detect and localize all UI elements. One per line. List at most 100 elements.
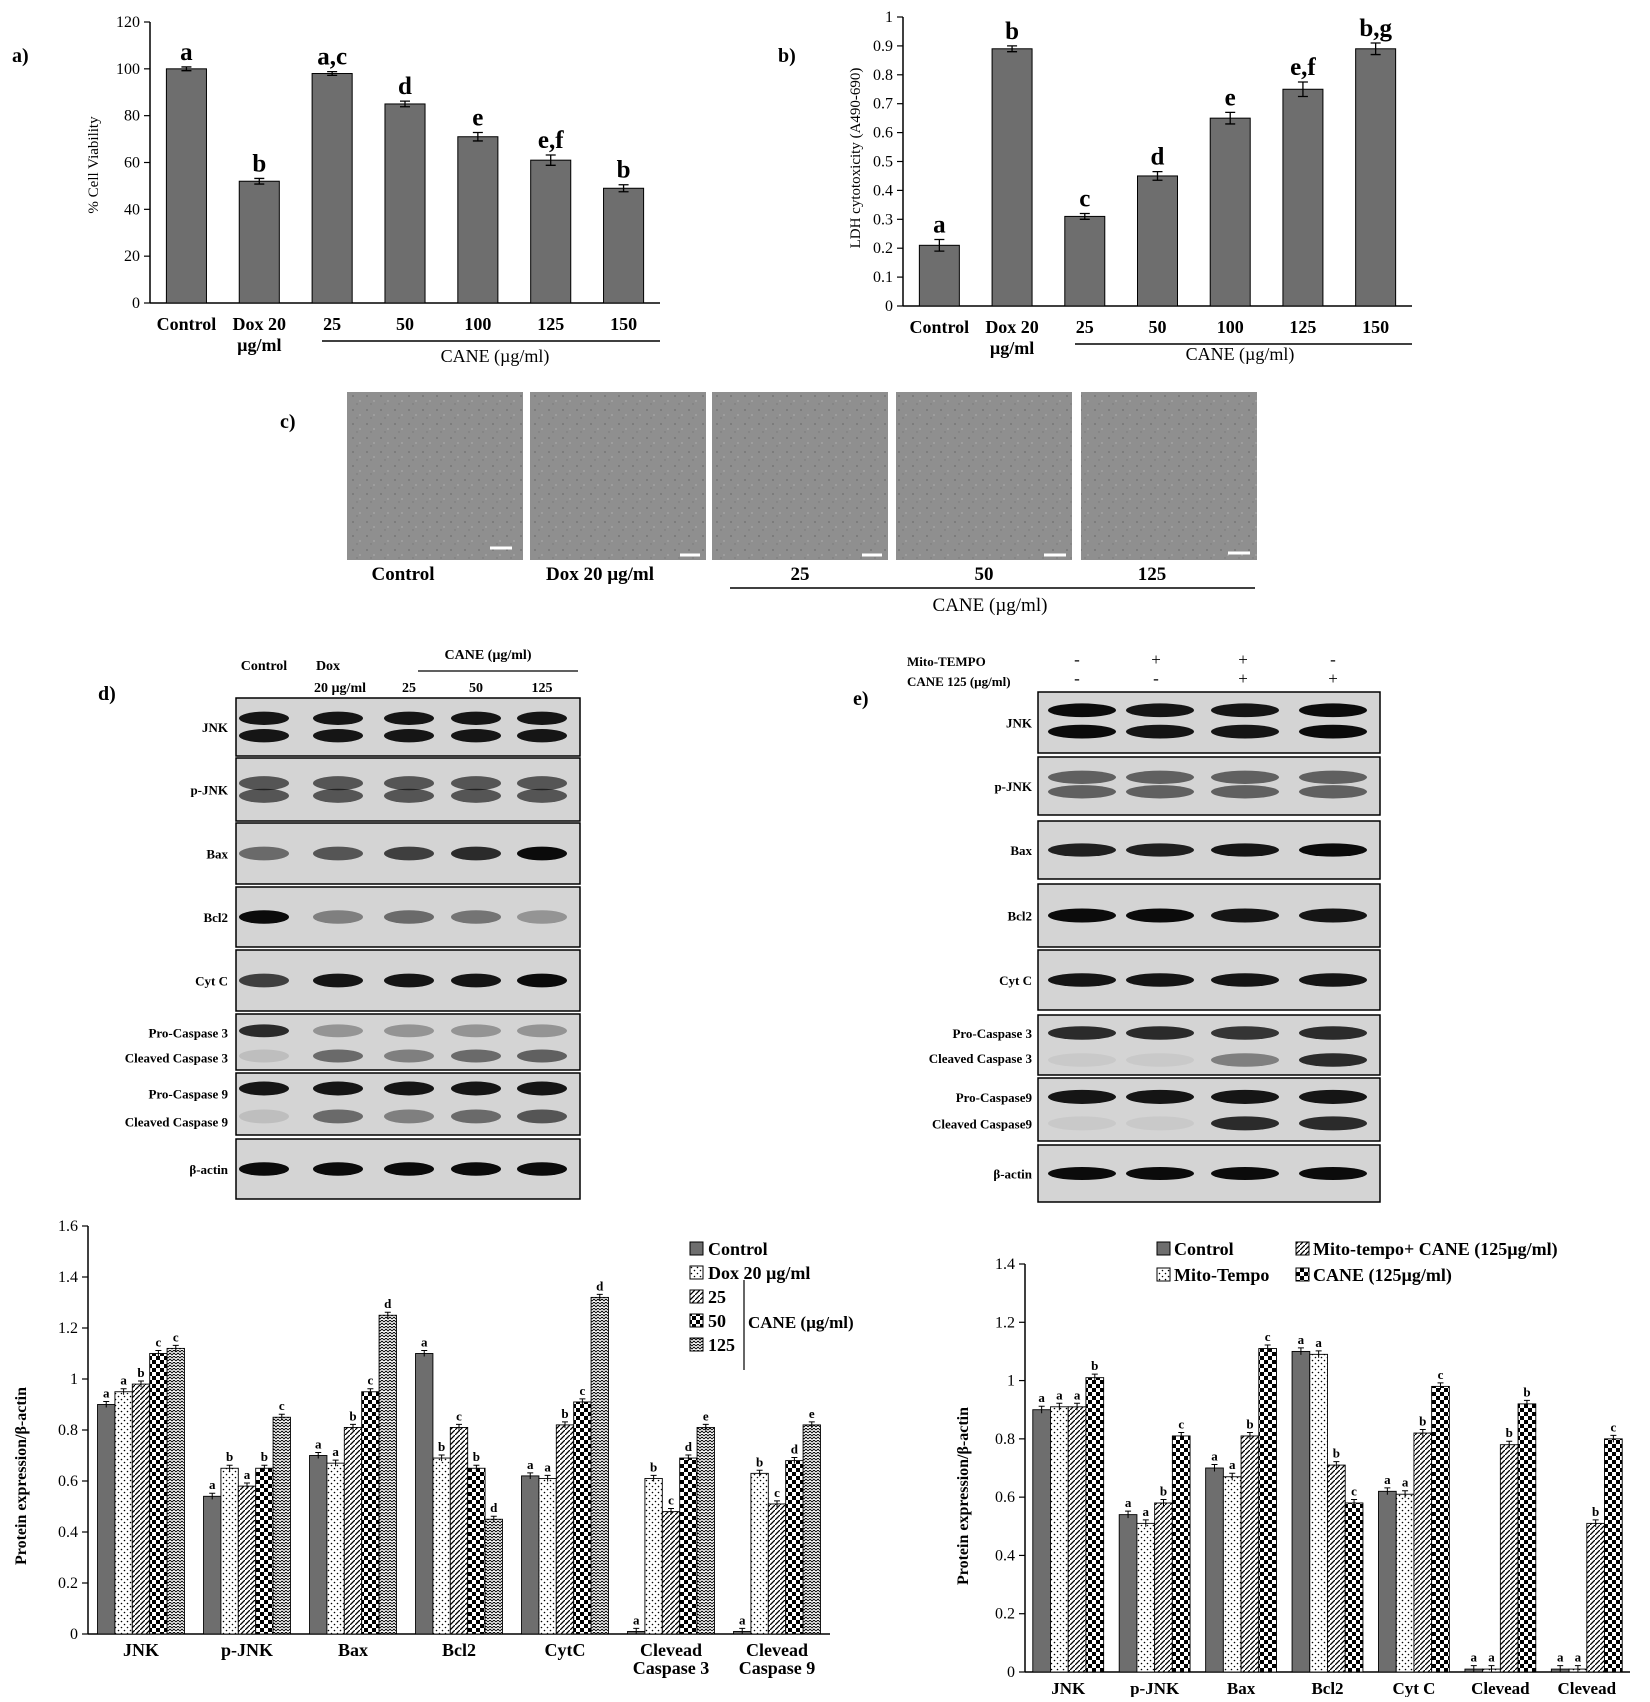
blot-d-band — [517, 846, 567, 861]
chart-b-letter: a — [933, 212, 946, 239]
chart-e-letter: c — [1265, 1329, 1271, 1344]
chart-d-bar — [97, 1404, 116, 1635]
chart-b: 0 0.1 0.2 0.3 0.4 0.5 0.6 0.7 0.8 0.9 1 a Control b Do… — [873, 9, 1412, 358]
blot-e-band — [1048, 1026, 1116, 1040]
chart-d-bar — [538, 1477, 557, 1635]
chart-a-ytick-label: 40 — [124, 201, 140, 218]
blot-d-row-label: Cleaved Caspase 9 — [125, 1114, 229, 1129]
chart-d-error-bar — [668, 1508, 674, 1515]
blot-e-band — [1048, 703, 1116, 718]
chart-d-letter: a — [244, 1467, 251, 1482]
chart-e-bar — [1344, 1502, 1364, 1673]
chart-e-error-bar — [1610, 1434, 1617, 1443]
chart-b-xtick-label: 150 — [1362, 317, 1389, 337]
chart-d-bar — [114, 1391, 133, 1635]
chart-b-ytick-label: 0.5 — [873, 154, 893, 171]
blot-e-band — [1126, 770, 1194, 784]
blot-d-band — [384, 1162, 434, 1176]
chart-e-xtick-label: Clevead — [1471, 1679, 1530, 1697]
chart-d-error-bar — [739, 1627, 746, 1634]
blot-e-sign-cane: - — [1153, 669, 1159, 688]
chart-d-error-bar — [155, 1349, 162, 1357]
chart-d-ytick-label: 0 — [70, 1626, 78, 1643]
blot-d-band — [517, 910, 567, 924]
chart-b-bar — [991, 48, 1033, 307]
blot-d-lane-dox-conc: 20 µg/ml — [314, 681, 366, 696]
panel-c-label: c) — [280, 411, 296, 433]
chart-b-error-bar — [1079, 212, 1090, 220]
chart-d-letter: a — [739, 1612, 746, 1627]
micrograph-label-dox: Dox 20 µg/ml — [546, 564, 654, 585]
chart-d-error-bar — [332, 1459, 339, 1467]
western-blot-d: JNK p-JNK Bax Bcl2 Cyt C Pro-Caspase 3 Cleaved… — [125, 697, 581, 1200]
chart-d-bar — [361, 1391, 380, 1635]
chart-e-letter: b — [1523, 1384, 1530, 1399]
blot-d-band — [517, 1081, 567, 1096]
blot-d-band — [384, 910, 434, 924]
blot-d-band — [313, 711, 363, 725]
chart-b-error-bar — [934, 238, 945, 252]
chart-d-letter: c — [668, 1493, 674, 1508]
blot-d-band — [239, 1109, 289, 1124]
chart-e-legend-label: CANE (125µg/ml) — [1313, 1265, 1452, 1286]
blot-e-sign-mitotempo: - — [1074, 650, 1080, 669]
blot-e-band — [1211, 1116, 1279, 1131]
blot-e-band — [1299, 724, 1367, 739]
blot-d-band — [517, 788, 567, 803]
blot-e-sign-mitotempo: + — [1238, 650, 1248, 669]
chart-e-bar — [1517, 1403, 1537, 1673]
chart-a-xtick-label: µg/ml — [237, 335, 281, 355]
micrograph-cane-125 — [1081, 392, 1257, 560]
chart-d-letter: a — [315, 1436, 322, 1451]
chart-d-letter: e — [703, 1408, 709, 1423]
blot-d-lane-125: 125 — [532, 681, 553, 696]
chart-d-ytick-label: 0.4 — [58, 1524, 78, 1541]
chart-d-error-bar — [384, 1311, 391, 1319]
chart-e-xtick-label: JNK — [1051, 1679, 1086, 1697]
chart-d-letter: b — [349, 1408, 356, 1423]
blot-d-band — [313, 1162, 363, 1176]
chart-d-error-bar — [473, 1464, 480, 1472]
chart-e-error-bar — [1592, 1519, 1599, 1527]
chart-b-xtick-label: 50 — [1149, 317, 1167, 337]
chart-b-xtick-label: Dox 20 — [985, 317, 1039, 337]
blot-e-band — [1048, 1166, 1116, 1181]
chart-e-bar — [1171, 1435, 1191, 1673]
chart-d-xtick-label: p-JNK — [221, 1640, 273, 1660]
chart-e-bar — [1395, 1493, 1415, 1673]
chart-d-bar — [750, 1472, 769, 1635]
chart-b-letter: c — [1079, 186, 1090, 213]
chart-a-error-bar — [400, 100, 410, 108]
chart-e-bar — [1222, 1476, 1242, 1673]
chart-b-letter: b — [1005, 18, 1019, 45]
chart-e-bar — [1604, 1438, 1623, 1673]
chart-e-error-bar — [1160, 1498, 1167, 1507]
chart-b-ytick-label: 0.6 — [873, 125, 893, 142]
chart-d-bar — [644, 1477, 663, 1635]
chart-a-bar — [165, 68, 207, 304]
chart-a-bar — [457, 136, 499, 304]
chart-a-letter: e — [472, 105, 483, 132]
blot-e-row-label: Bcl2 — [1007, 909, 1032, 924]
chart-d-bar — [679, 1457, 698, 1635]
chart-e-letter: a — [1557, 1650, 1564, 1665]
blot-d-band — [313, 973, 363, 988]
blot-d-band — [384, 846, 434, 861]
chart-d-bar — [555, 1424, 575, 1635]
blot-e-strip — [1037, 1077, 1381, 1142]
chart-e-bar — [1431, 1385, 1450, 1673]
chart-e-error-bar — [1437, 1382, 1444, 1390]
chart-d-legend-group-label: CANE (µg/ml) — [748, 1313, 854, 1332]
chart-d-xtick-label: Clevead — [746, 1640, 808, 1660]
blot-d-band — [384, 1024, 434, 1038]
chart-e-error-bar — [1315, 1350, 1322, 1358]
chart-a-error-bar — [254, 177, 265, 185]
blot-e-row-label: p-JNK — [994, 779, 1032, 794]
blot-e-band — [1299, 785, 1367, 799]
blot-d-band — [313, 1049, 363, 1063]
chart-e-letter: b — [1246, 1416, 1253, 1431]
chart-e-xtick-label: Cyt C — [1392, 1679, 1435, 1697]
chart-d-ytick-label: 0.8 — [58, 1422, 78, 1439]
chart-d-error-bar — [244, 1482, 250, 1490]
chart-e-bar — [1413, 1432, 1433, 1673]
